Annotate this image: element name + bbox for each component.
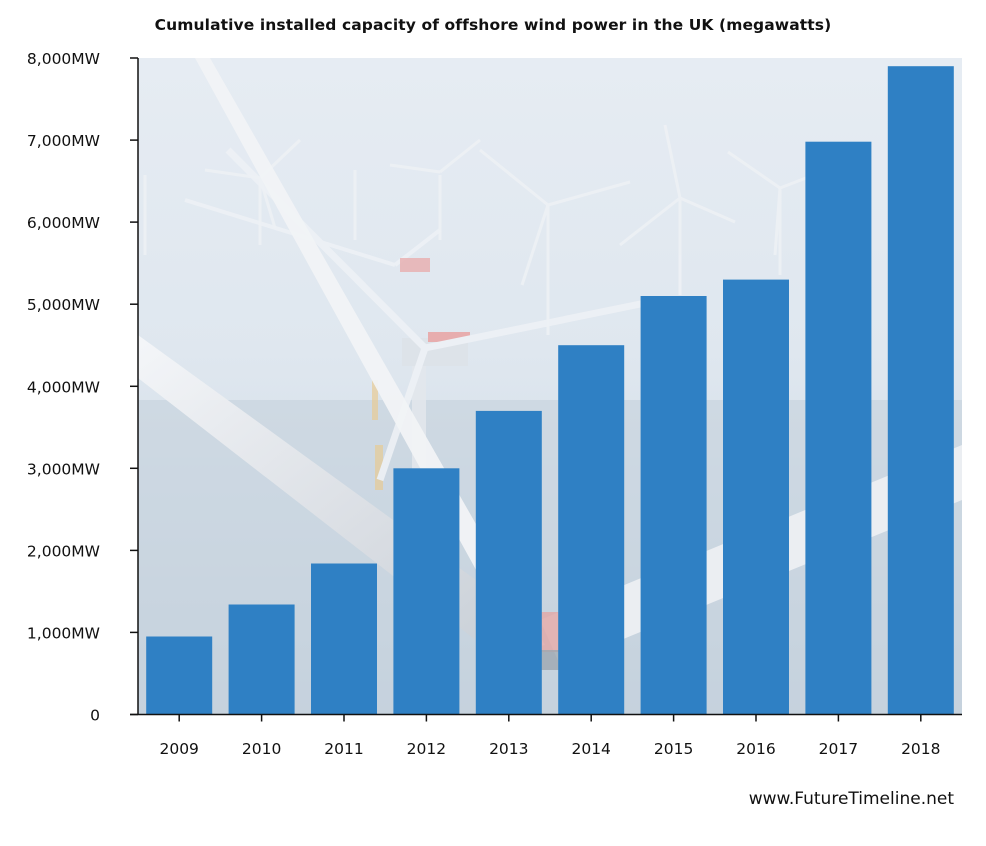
bar-2010 [228,604,295,715]
x-tick-label: 2009 [159,740,198,758]
y-tick-label: 8,000MW [27,50,100,68]
x-tick-label: 2014 [571,740,610,758]
x-tick-label: 2011 [324,740,363,758]
y-tick-label: 7,000MW [27,132,100,150]
y-ticks: 0 1,000MW 2,000MW 3,000MW 4,000MW 5,000MW 6,00… [27,50,138,725]
bar-2017 [805,141,872,715]
x-tick-label: 2010 [242,740,281,758]
watermark: www.FutureTimeline.net [748,789,954,809]
bar-2012 [393,468,460,715]
x-tick-label: 2012 [407,740,446,758]
y-tick-label: 3,000MW [27,460,100,478]
bars [146,66,954,715]
x-tick-label: 2015 [654,740,693,758]
bar-2009 [146,636,213,715]
x-tick-label: 2017 [819,740,858,758]
y-tick-label: 0 [90,707,100,725]
y-tick-label: 4,000MW [27,378,100,396]
bar-2015 [640,296,707,715]
x-tick-label: 2018 [901,740,940,758]
bar-2014 [558,345,625,715]
bar-2018 [887,66,954,715]
y-tick-label: 6,000MW [27,214,100,232]
y-tick-label: 5,000MW [27,296,100,314]
bar-2016 [723,279,789,715]
x-tick-label: 2016 [736,740,775,758]
bar-2011 [311,563,377,715]
y-tick-label: 2,000MW [27,542,100,560]
x-tick-label: 2013 [489,740,528,758]
x-ticks: 2009 2010 2011 2012 2013 2014 2015 2016 2017 2018 [159,714,941,758]
chart-title: Cumulative installed capacity of offshor… [154,16,832,34]
bar-2013 [475,410,542,715]
y-tick-label: 1,000MW [27,624,100,642]
